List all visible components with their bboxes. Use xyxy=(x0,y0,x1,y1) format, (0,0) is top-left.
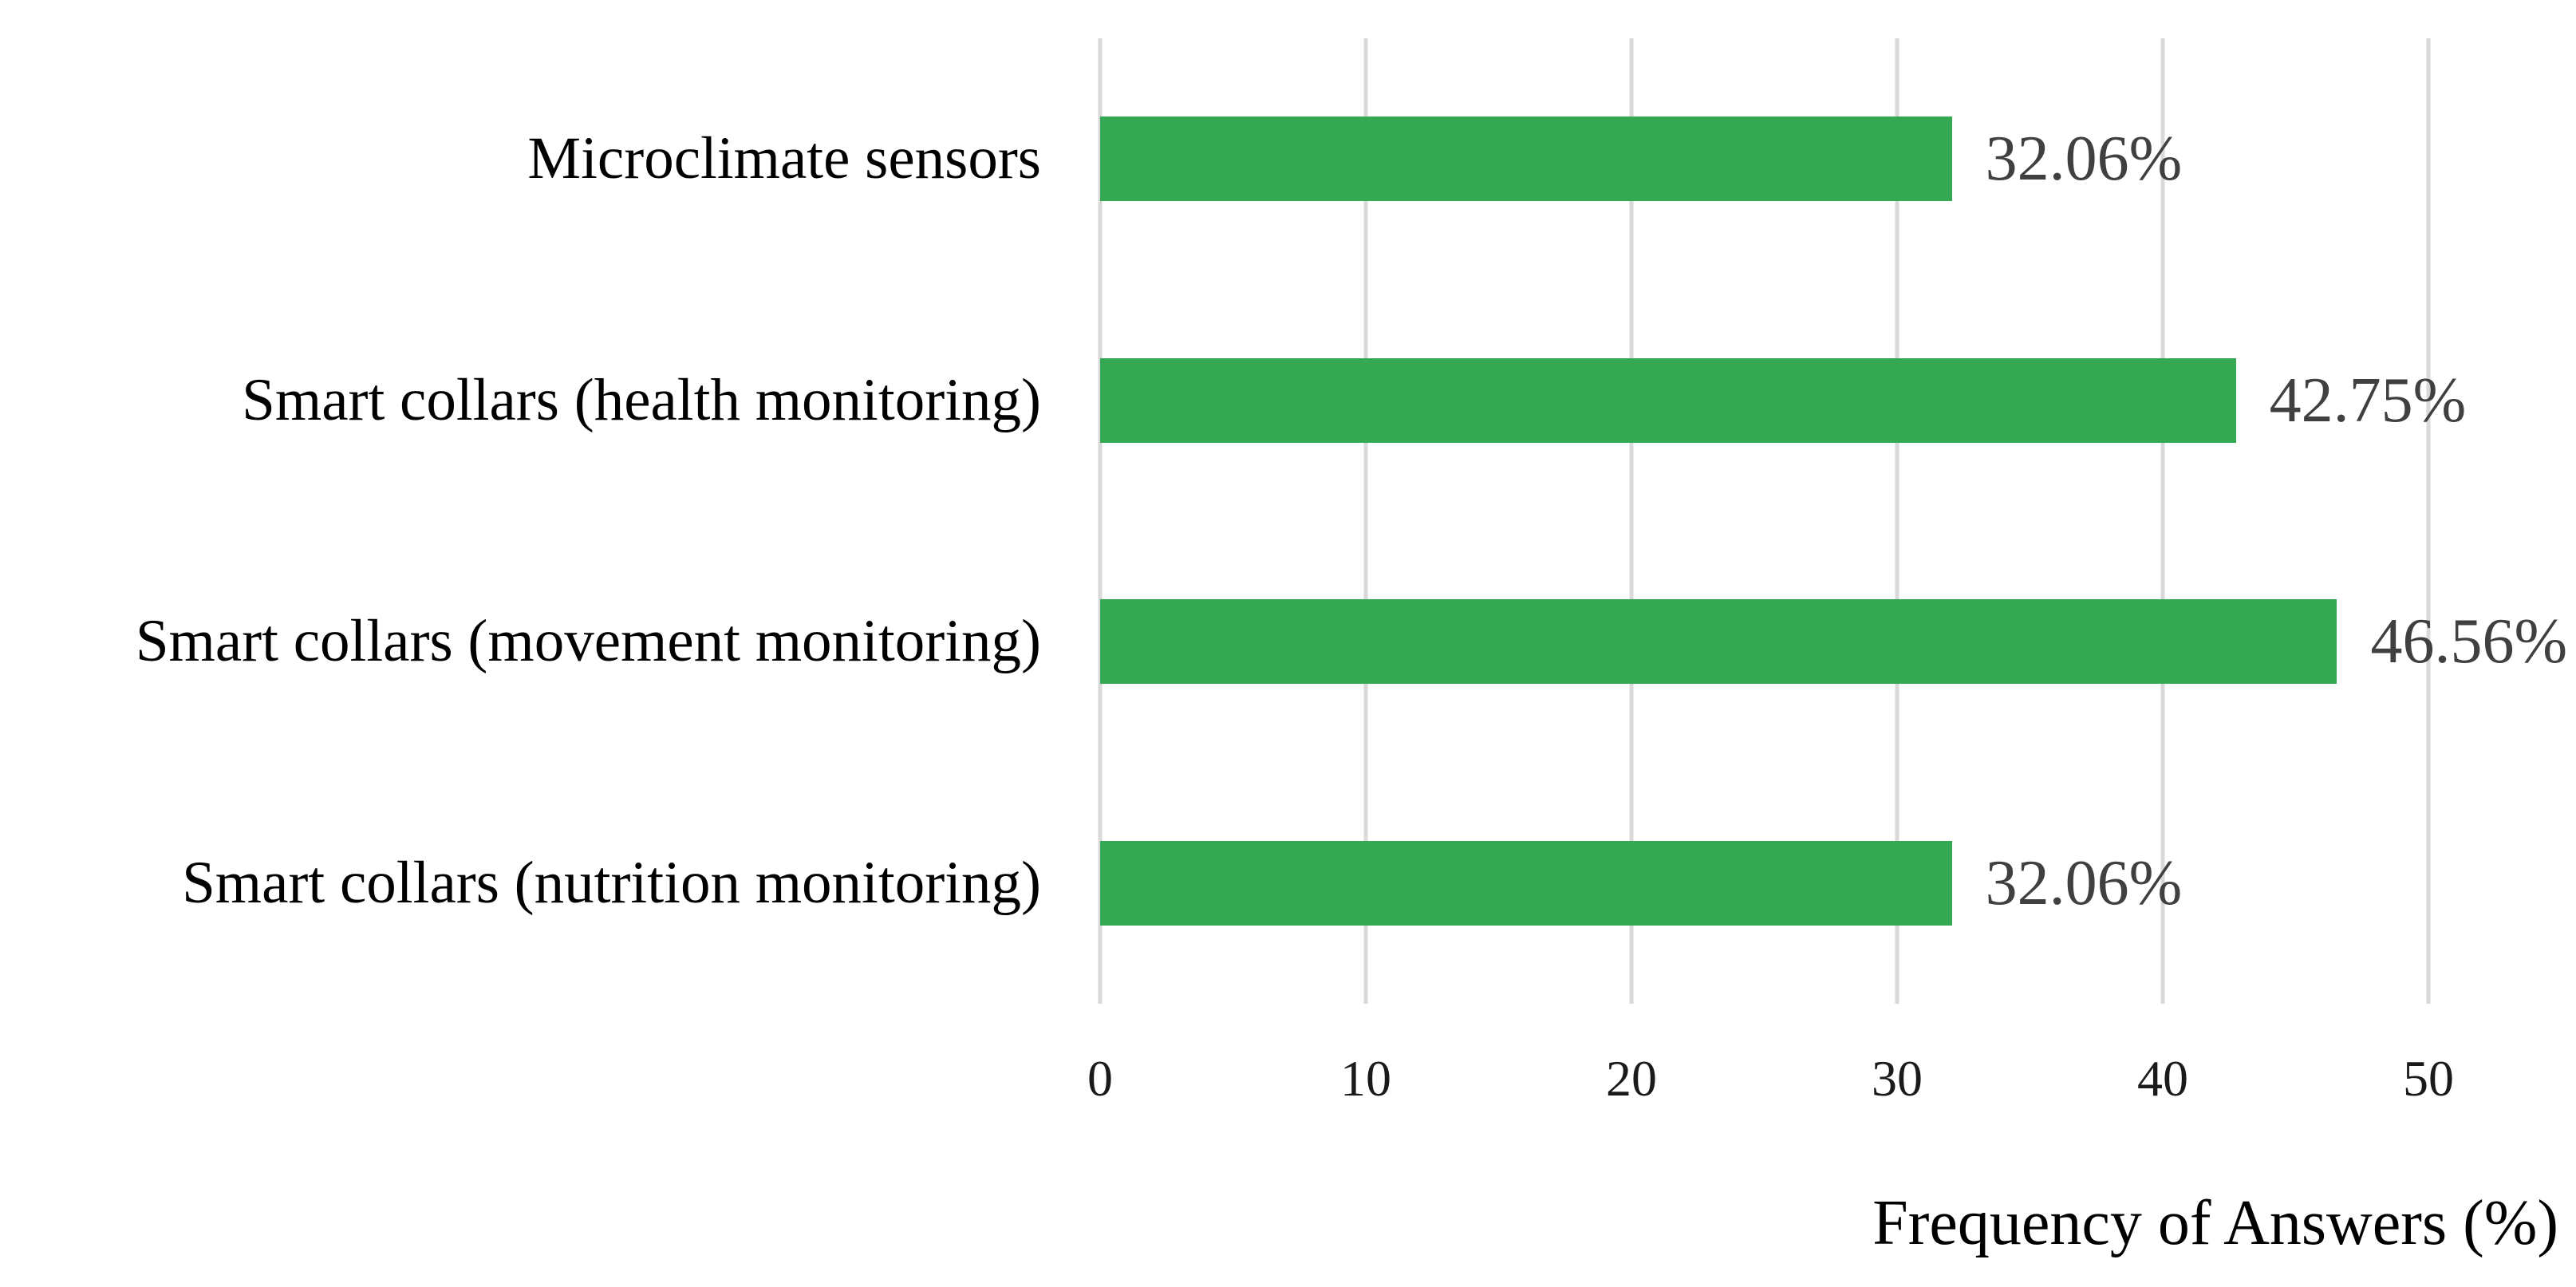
x-axis-title: Frequency of Answers (%) xyxy=(1872,1188,2558,1258)
value-label: 32.06% xyxy=(1985,847,2183,918)
plot-area: 32.06% 42.75% 46.56% 32.06% xyxy=(1098,38,2567,1005)
gridline xyxy=(1363,38,1368,1004)
category-row: Microclimate sensors xyxy=(0,38,1070,280)
x-tick-label: 20 xyxy=(1606,1050,1657,1107)
category-row: Smart collars (movement monitoring) xyxy=(0,521,1070,763)
x-tick-label: 40 xyxy=(2137,1050,2188,1107)
bar xyxy=(1100,840,1952,926)
bar-row: 46.56% xyxy=(1100,521,2567,763)
bar-row: 42.75% xyxy=(1100,280,2466,522)
category-label: Smart collars (health monitoring) xyxy=(242,366,1041,433)
x-tick-label: 10 xyxy=(1340,1050,1391,1107)
gridline xyxy=(1895,38,1899,1004)
bar xyxy=(1100,116,1952,202)
gridline xyxy=(2426,38,2431,1004)
bar xyxy=(1100,357,2236,443)
bar-row: 32.06% xyxy=(1100,763,2428,1005)
category-label: Smart collars (nutrition monitoring) xyxy=(182,849,1041,916)
x-tick-label: 50 xyxy=(2403,1050,2454,1107)
bar-series: 32.06% 42.75% 46.56% 32.06% xyxy=(1100,38,2567,1005)
category-row: Smart collars (nutrition monitoring) xyxy=(0,763,1070,1005)
gridline xyxy=(1098,38,1103,1004)
value-label: 32.06% xyxy=(1985,124,2183,195)
category-label: Smart collars (movement monitoring) xyxy=(135,608,1041,675)
x-axis-ticks: 0 10 20 30 40 50 xyxy=(1087,1050,2454,1117)
bar-row: 32.06% xyxy=(1100,38,2428,280)
value-label: 46.56% xyxy=(2370,606,2568,677)
x-tick-label: 30 xyxy=(1872,1050,1923,1107)
gridline xyxy=(1629,38,1634,1004)
category-label: Microclimate sensors xyxy=(527,125,1041,192)
bar xyxy=(1100,599,2337,685)
gridline xyxy=(2160,38,2165,1004)
value-label: 42.75% xyxy=(2269,365,2467,436)
x-tick-label: 0 xyxy=(1087,1050,1113,1107)
category-row: Smart collars (health monitoring) xyxy=(0,280,1070,522)
category-axis: Microclimate sensors Smart collars (healt… xyxy=(0,38,1070,1004)
